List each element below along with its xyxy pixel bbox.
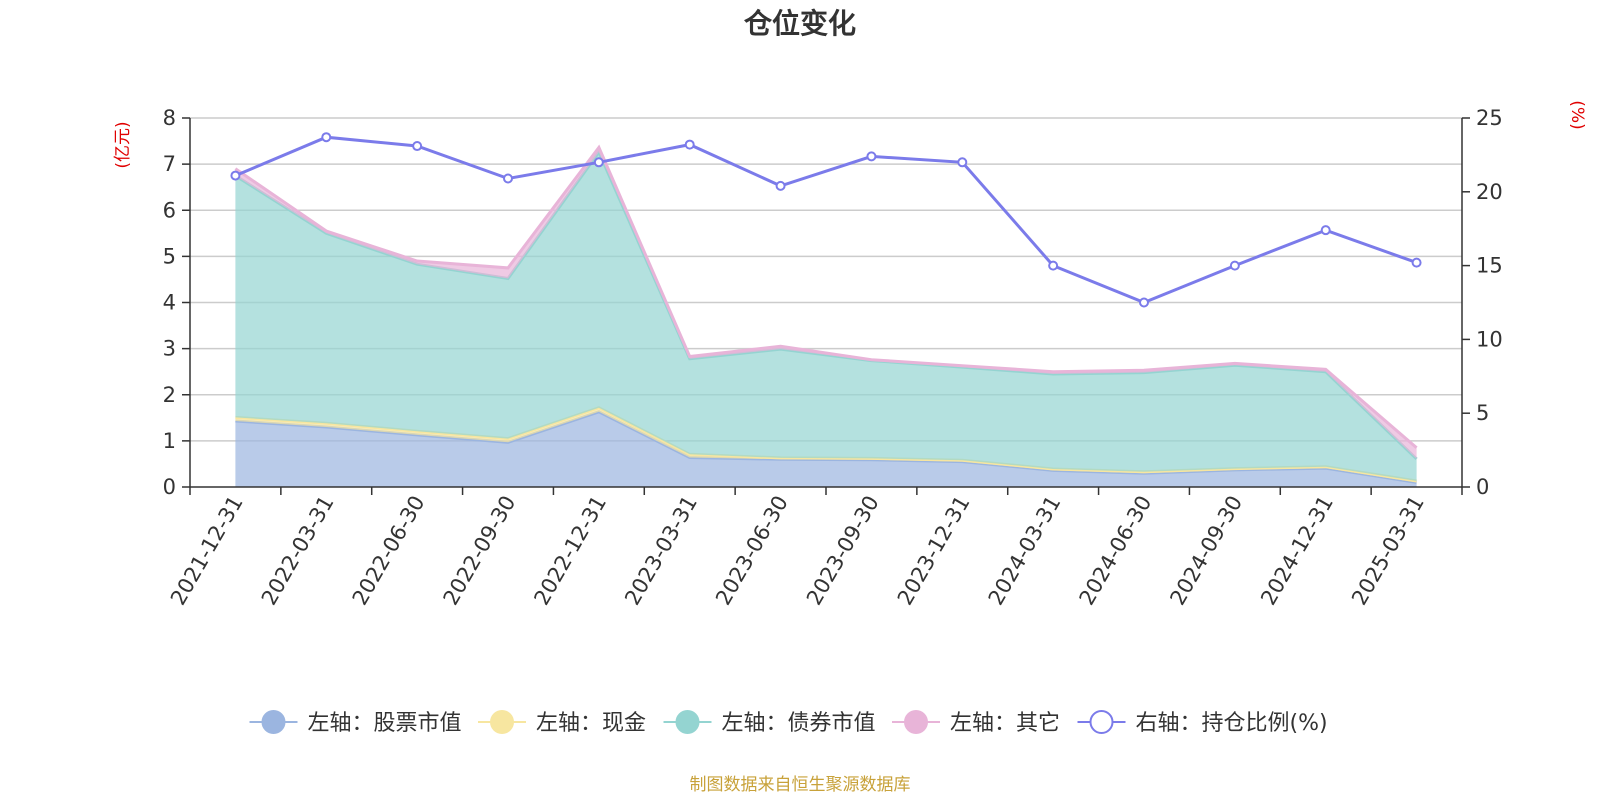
right-tick-label: 10	[1476, 327, 1503, 351]
x-tick-label: 2023-09-30	[802, 492, 884, 610]
legend-item-2: 左轴：现金	[478, 710, 646, 736]
right-tick-label: 20	[1476, 180, 1503, 204]
legend-label: 左轴：债券市值	[722, 711, 876, 736]
x-tick-label: 2022-06-30	[348, 491, 430, 609]
area-edge-series-4	[234, 144, 1418, 449]
chart-title: 仓位变化	[744, 7, 856, 40]
x-tick-label: 2024-03-31	[984, 492, 1066, 610]
ratio-point	[1320, 225, 1331, 236]
left-tick-label: 0	[163, 475, 176, 499]
right-tick-label: 0	[1476, 475, 1489, 499]
legend-item-1: 左轴：股票市值	[249, 710, 462, 736]
legend-label: 左轴：股票市值	[308, 711, 462, 736]
legend-marker	[675, 710, 700, 734]
legend: 左轴：股票市值 左轴：现金 左轴：债券市值 左轴：其它 右轴：持仓比例(%)	[249, 710, 1328, 736]
left-tick-label: 1	[163, 429, 176, 453]
left-tick-label: 7	[163, 152, 176, 176]
ratio-point	[1229, 260, 1240, 271]
legend-marker	[904, 710, 928, 734]
right-axis-unit: (%)	[1567, 100, 1587, 129]
right-tick-label: 15	[1476, 254, 1503, 278]
ratio-point	[412, 141, 423, 152]
legend-marker	[261, 710, 286, 734]
x-tick-label: 2021-12-31	[166, 492, 248, 610]
left-tick-label: 4	[163, 291, 176, 315]
legend-label: 右轴：持仓比例(%)	[1136, 711, 1328, 736]
ratio-point	[1048, 260, 1059, 271]
data-source-note: 制图数据来自恒生聚源数据库	[690, 775, 911, 795]
x-tick-label: 2022-12-31	[529, 492, 611, 610]
ratio-point	[866, 151, 877, 162]
x-tick-label: 2024-12-31	[1256, 492, 1338, 610]
ratio-line-path	[234, 135, 1418, 305]
left-tick-label: 2	[163, 383, 176, 407]
legend-marker	[1089, 710, 1114, 734]
x-tick-label: 2024-06-30	[1075, 492, 1157, 610]
left-axis-unit: (亿元)	[113, 121, 133, 168]
ratio-point	[775, 180, 786, 191]
legend-label: 左轴：现金	[536, 711, 646, 736]
position-ratio-series	[230, 132, 1422, 308]
legend-item-5: 右轴：持仓比例(%)	[1077, 710, 1328, 736]
legend-item-3: 左轴：债券市值	[663, 710, 876, 736]
x-tick-label: 2022-09-30	[439, 492, 521, 610]
ratio-point	[321, 132, 332, 143]
ratio-point	[1139, 297, 1149, 308]
right-tick-label: 5	[1476, 401, 1489, 425]
legend-label: 左轴：其它	[950, 711, 1060, 736]
stacked-areas	[234, 144, 1418, 487]
x-tick-label: 2022-03-31	[257, 492, 339, 610]
x-tick-label: 2023-03-31	[620, 492, 702, 610]
area-series-3	[235, 152, 1417, 481]
left-tick-label: 5	[163, 244, 176, 268]
ratio-point	[684, 139, 695, 150]
x-tick-label: 2023-06-30	[711, 492, 793, 610]
right-tick-label: 25	[1476, 106, 1503, 130]
ratio-point	[593, 157, 604, 168]
legend-item-4: 左轴：其它	[892, 710, 1060, 736]
x-tick-label: 2023-12-31	[893, 491, 975, 609]
left-tick-label: 3	[163, 337, 176, 361]
x-tick-label: 2025-03-31	[1347, 492, 1429, 610]
ratio-point	[957, 157, 968, 168]
left-tick-label: 6	[163, 198, 176, 222]
ratio-point	[230, 170, 241, 181]
ratio-point	[1411, 257, 1422, 268]
ratio-point	[503, 173, 513, 184]
left-tick-label: 8	[163, 106, 176, 130]
area-series-1	[235, 411, 1417, 487]
x-tick-label: 2024-09-30	[1165, 492, 1247, 610]
legend-marker	[490, 710, 514, 734]
